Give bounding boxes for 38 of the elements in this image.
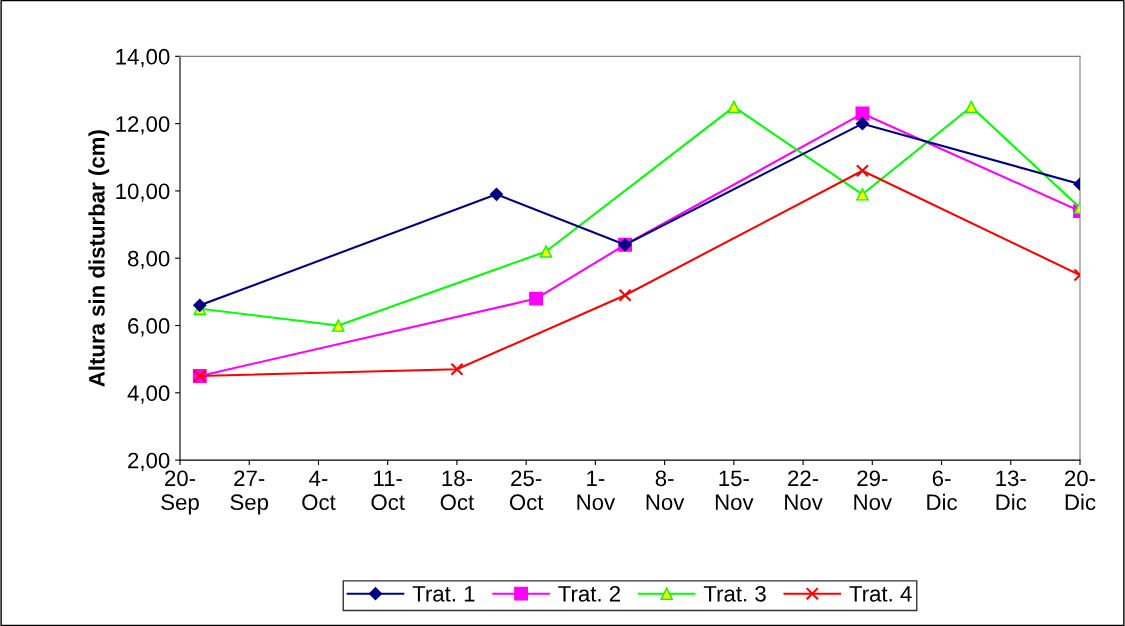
y-axis-title: Altura sin disturbar (cm) — [88, 130, 110, 387]
x-tick-label: 18- Oct — [440, 470, 475, 511]
point — [489, 187, 504, 201]
x-tick-label: 8- Nov — [646, 470, 685, 511]
legend-label: Trat. 4 — [849, 586, 912, 602]
point — [529, 291, 543, 306]
y-tick-label: 2,00 — [128, 452, 170, 472]
x-tick-label: 15- Nov — [715, 470, 754, 511]
point — [618, 288, 632, 302]
y-tick-label: 10,00 — [116, 183, 170, 202]
point — [727, 100, 741, 114]
x-tick-label: 13- Dic — [996, 470, 1027, 511]
x-tick-label: 4- Oct — [302, 470, 336, 511]
x-tick-label: 20- Dic — [1065, 470, 1096, 511]
y-tick-label: 14,00 — [116, 48, 170, 68]
point — [964, 100, 978, 114]
y-tick-label: 12,00 — [116, 116, 170, 135]
y-tick-label: 6,00 — [128, 318, 170, 337]
point — [856, 188, 869, 201]
point — [855, 164, 870, 178]
legend-label: Trat. 3 — [703, 585, 766, 602]
point — [539, 245, 553, 258]
x-tick-label: 22- Nov — [785, 470, 823, 511]
legend-label: Trat. 2 — [558, 585, 620, 602]
x-tick-label: 6- Dic — [927, 470, 957, 511]
point — [855, 117, 870, 131]
x-tick-label: 29- Nov — [854, 470, 892, 511]
x-tick-label: 25- Oct — [509, 470, 544, 511]
point — [450, 362, 464, 376]
x-tick-label: 27- Sep — [230, 470, 269, 515]
x-tick-label: 1- Nov — [577, 470, 616, 511]
x-tick-label: 20- Sep — [161, 470, 199, 515]
point — [855, 106, 870, 121]
y-tick-label: 4,00 — [127, 385, 170, 404]
y-tick-label: 8,00 — [128, 250, 170, 270]
legend-label: Trat. 1 — [412, 586, 475, 602]
x-tick-label: 11- Oct — [371, 470, 405, 511]
point — [331, 319, 345, 332]
